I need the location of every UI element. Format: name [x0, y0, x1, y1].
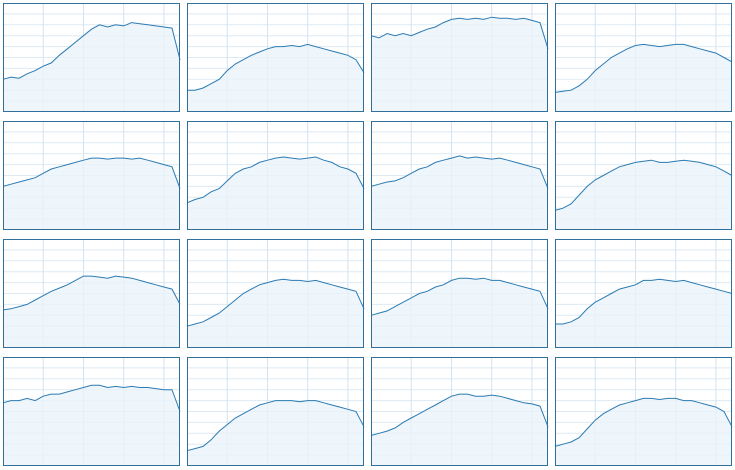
- sparkline-panel: [554, 121, 733, 230]
- panel-border: [187, 121, 364, 230]
- sparkline-panel: [187, 3, 365, 112]
- area-fill: [555, 160, 732, 230]
- area-fill: [187, 279, 364, 348]
- sparkline-panel: [186, 121, 365, 230]
- panel-border: [187, 357, 364, 466]
- panel-border: [555, 121, 732, 230]
- sparkline-panel: [186, 357, 365, 466]
- panel-border: [187, 3, 364, 112]
- panel-border: [555, 357, 732, 466]
- area-fill: [3, 385, 180, 466]
- area-fill: [371, 17, 548, 113]
- sparkline-panel: [370, 239, 549, 348]
- panel-border: [3, 121, 180, 230]
- area-fill: [3, 276, 180, 348]
- area-fill: [3, 22, 180, 113]
- sparkline-panel: [554, 3, 733, 112]
- line: [554, 397, 733, 447]
- area-fill: [187, 157, 364, 230]
- panel-border: [3, 239, 180, 348]
- sparkline-panel: [370, 357, 549, 466]
- area-fill: [3, 158, 180, 230]
- panel-border: [555, 3, 732, 112]
- panel-border: [371, 239, 548, 348]
- line: [2, 384, 181, 412]
- panel-border: [371, 121, 548, 230]
- line: [186, 278, 365, 327]
- line: [187, 43, 365, 91]
- line: [2, 157, 181, 189]
- panel-border: [3, 357, 180, 466]
- line: [370, 16, 549, 49]
- sparkline-panel: [186, 239, 365, 348]
- sparkline-panel: [370, 3, 549, 113]
- panel-border: [187, 239, 364, 348]
- area-fill: [555, 44, 732, 112]
- line: [554, 43, 733, 93]
- area-fill: [555, 279, 732, 348]
- line: [2, 22, 181, 80]
- line: [555, 278, 733, 325]
- line: [186, 156, 365, 204]
- line: [370, 277, 549, 316]
- line: [554, 159, 733, 211]
- sparkline-panel: [2, 357, 181, 466]
- line: [370, 155, 549, 189]
- sparkline-panel: [554, 357, 733, 466]
- area-fill: [187, 44, 364, 112]
- sparkline-panel: [370, 121, 549, 230]
- sparkline-panel: [2, 121, 181, 230]
- sparkline-panel: [2, 3, 181, 113]
- sparkline-panel: [555, 239, 733, 348]
- area-fill: [555, 398, 732, 466]
- area-fill: [371, 278, 548, 348]
- panel-border: [371, 3, 548, 112]
- panel-border: [555, 239, 732, 348]
- area-fill: [371, 394, 548, 466]
- sparkline-panel: [2, 239, 181, 348]
- area-fill: [371, 155, 548, 230]
- line: [2, 275, 181, 311]
- area-fill: [187, 400, 364, 466]
- line: [186, 400, 365, 452]
- panel-border: [3, 3, 180, 112]
- line: [370, 393, 549, 436]
- panel-border: [371, 357, 548, 466]
